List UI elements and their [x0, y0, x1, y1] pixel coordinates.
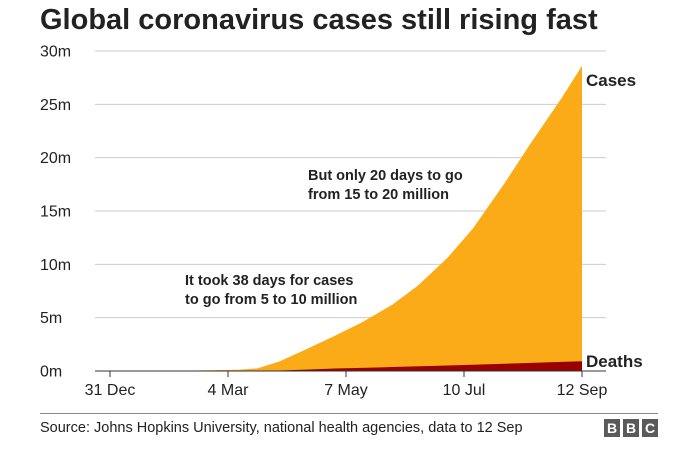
chart-title: Global coronavirus cases still rising fa… — [40, 4, 598, 36]
y-tick-label: 20m — [40, 150, 71, 167]
area-series — [110, 65, 582, 372]
y-tick-label: 25m — [40, 97, 71, 114]
y-axis-ticks: 0m 5m 10m 15m 20m 25m 30m — [40, 44, 71, 381]
bbc-logo-letter: C — [642, 419, 658, 437]
x-tick-label: 10 Jul — [443, 382, 486, 399]
annotation-line: But only 20 days to go — [308, 168, 463, 184]
series-area-deaths — [110, 361, 582, 371]
series-label-cases: Cases — [586, 71, 636, 90]
chart-plot: 0m 5m 10m 15m 20m 25m 30m 31 Dec 4 Mar 7 May 10 J… — [40, 44, 643, 400]
x-tick-label: 31 Dec — [85, 382, 136, 399]
bbc-logo-letter: B — [623, 419, 639, 437]
x-tick-label: 4 Mar — [208, 382, 250, 399]
annotation-line: from 15 to 20 million — [308, 187, 449, 203]
annotation-line: to go from 5 to 10 million — [185, 292, 357, 308]
series-area-cases — [110, 65, 582, 372]
annotations: But only 20 days to go from 15 to 20 mill… — [185, 168, 463, 308]
series-labels: Cases Deaths — [586, 71, 643, 371]
annotation-text: But only 20 days to go from 15 to 20 mill… — [308, 168, 463, 203]
bbc-logo-letter: B — [604, 419, 620, 437]
x-tick-label: 12 Sep — [557, 382, 608, 399]
annotation-line: It took 38 days for cases — [185, 273, 353, 289]
annotation-text: It took 38 days for cases to go from 5 to… — [185, 273, 357, 308]
x-tick-label: 7 May — [324, 382, 368, 399]
y-tick-label: 10m — [40, 257, 71, 274]
y-tick-label: 30m — [40, 44, 71, 61]
footer-divider — [40, 413, 658, 414]
x-axis-ticks: 31 Dec 4 Mar 7 May 10 Jul 12 Sep — [85, 370, 608, 399]
series-label-deaths: Deaths — [586, 352, 643, 371]
y-tick-label: 0m — [40, 364, 62, 381]
y-tick-label: 15m — [40, 204, 71, 221]
bbc-logo: B B C — [604, 419, 658, 437]
source-note: Source: Johns Hopkins University, nation… — [40, 420, 523, 436]
y-tick-label: 5m — [40, 310, 62, 327]
